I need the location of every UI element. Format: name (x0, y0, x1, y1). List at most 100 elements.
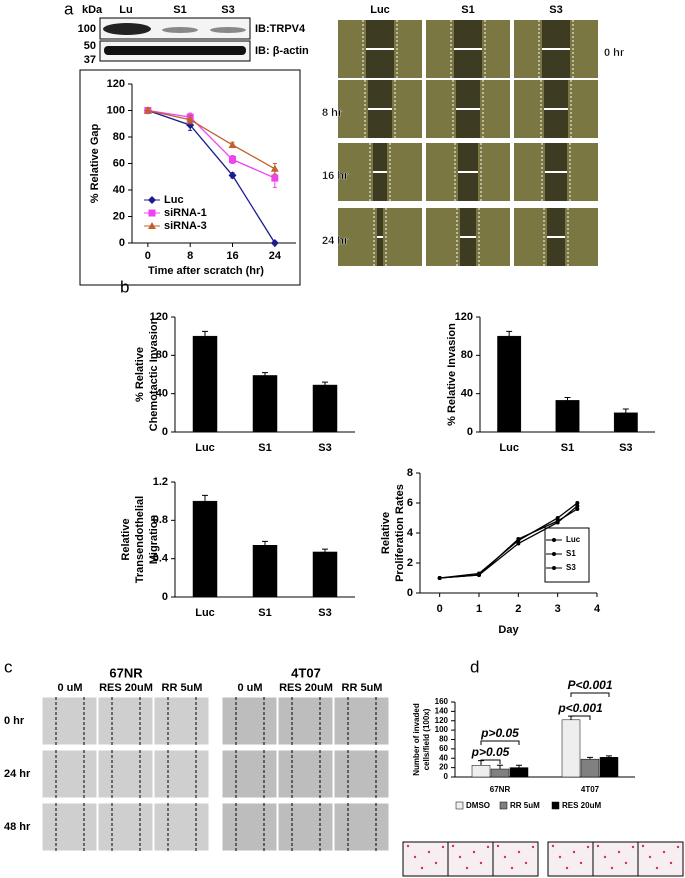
y-tick-label: 2 (407, 557, 413, 569)
bar (490, 768, 510, 778)
blot-band (104, 46, 246, 55)
bar (561, 719, 581, 778)
marker (143, 106, 152, 114)
y-tick-label: 20 (113, 210, 125, 222)
legend-label: RR 5uM (510, 801, 540, 810)
marker (555, 520, 560, 525)
blot-unit: kDa (82, 4, 103, 16)
y-tick-label: 8 (407, 467, 413, 479)
marker (228, 171, 237, 180)
stain-dot (551, 844, 555, 848)
stain-dot (465, 866, 469, 870)
y-tick-label: 40 (439, 753, 448, 762)
legend-label: siRNA-3 (164, 220, 207, 232)
x-tick-label: 16 (226, 250, 238, 262)
error-bar (564, 397, 571, 401)
y-axis-label: Migration (148, 514, 160, 564)
series-line (147, 109, 276, 244)
size-marker: 50 (84, 40, 96, 52)
y-tick-label: 80 (113, 131, 125, 143)
assay-image (333, 802, 390, 852)
legend-marker (552, 552, 556, 556)
stain-dot (596, 844, 600, 848)
invasion-image (637, 841, 684, 877)
legend-label: Luc (566, 535, 581, 544)
y-axis-label: Relative (380, 512, 392, 554)
stain-dot (655, 866, 659, 870)
y-axis-label: % Relative Invasion (446, 323, 458, 426)
assay-image (277, 802, 334, 852)
error-bar (516, 764, 522, 768)
bar (613, 412, 638, 433)
bar (312, 551, 338, 598)
marker (186, 115, 195, 123)
legend-marker (148, 222, 156, 229)
y-tick-label: 120 (150, 311, 168, 323)
y-axis-label: Number of invaded (412, 703, 421, 776)
stain-dot (648, 855, 652, 859)
stain-dot (406, 844, 410, 848)
bar (192, 335, 218, 433)
x-tick-label: S1 (561, 442, 574, 454)
stain-dot (662, 850, 666, 854)
annotation: P<0.001 (567, 678, 612, 692)
y-tick-label: 60 (113, 157, 125, 169)
x-tick-label: 0 (437, 603, 443, 615)
y-axis-label: Relative (120, 518, 132, 560)
stain-dot (503, 855, 507, 859)
marker (516, 537, 521, 541)
row-label: 0 hr (604, 47, 625, 59)
assay-image (41, 696, 98, 746)
bar (555, 400, 580, 433)
significance-bracket (570, 692, 610, 697)
assay-image (221, 696, 278, 746)
stain-dot (624, 861, 628, 865)
lane-label: Lu (119, 4, 132, 16)
error-bar (606, 755, 612, 758)
column-label: RES 20uM (279, 682, 333, 694)
legend-label: DMSO (466, 801, 490, 810)
lane-label: S1 (173, 4, 186, 16)
error-bar (262, 540, 268, 546)
stain-dot (631, 845, 635, 849)
legend-frame (544, 527, 590, 583)
stain-dot (458, 855, 462, 859)
marker (437, 576, 442, 580)
y-tick-label: 40 (156, 388, 168, 400)
group-label: 4T07 (291, 665, 321, 680)
stain-dot (486, 845, 490, 849)
error-bar (202, 494, 208, 502)
marker (555, 516, 560, 520)
error-bar (262, 372, 268, 376)
y-tick-label: 40 (461, 388, 473, 400)
bar (471, 765, 491, 778)
assay-image (97, 749, 154, 799)
marker (186, 121, 195, 130)
x-tick-label: S3 (619, 442, 632, 454)
size-marker: 100 (78, 23, 96, 35)
invasion-image (592, 841, 639, 877)
y-tick-label: 0 (407, 587, 413, 599)
stain-dot (420, 866, 424, 870)
panel-label: d (470, 657, 479, 676)
bar (580, 758, 600, 778)
marker (270, 164, 279, 172)
y-tick-label: 4 (407, 527, 414, 539)
stain-dot (558, 855, 562, 859)
y-tick-label: 120 (435, 716, 449, 725)
assay-image (97, 696, 154, 746)
stain-dot (434, 861, 438, 865)
stain-dot (510, 866, 514, 870)
legend-label: S3 (566, 563, 576, 572)
x-tick-label: 4 (594, 603, 601, 615)
stain-dot (472, 850, 476, 854)
row-label: 24 hr (4, 768, 31, 780)
assay-image (221, 749, 278, 799)
y-tick-label: 100 (107, 104, 125, 116)
error-bar (202, 330, 208, 337)
row-label: 8 hr (322, 107, 343, 119)
legend-marker (148, 196, 156, 204)
stain-dot (413, 855, 417, 859)
y-tick-label: 0.4 (153, 553, 169, 565)
